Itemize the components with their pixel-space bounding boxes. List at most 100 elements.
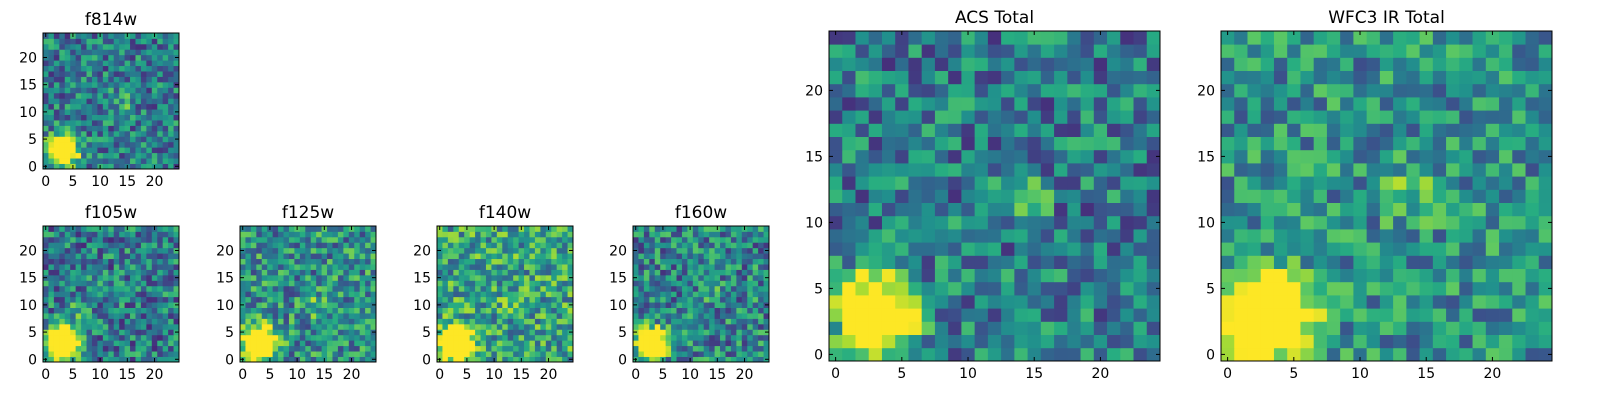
- heatmap-cell: [676, 302, 683, 308]
- heatmap-cell: [283, 280, 290, 287]
- heatmap-cell: [135, 141, 142, 148]
- heatmap-cell: [676, 269, 683, 276]
- heatmap-cell: [327, 302, 333, 308]
- heatmap-cell: [447, 264, 454, 270]
- heatmap-cell: [113, 60, 120, 67]
- heatmap-cell: [108, 313, 115, 319]
- heatmap-cell: [43, 313, 49, 319]
- heatmap-cell: [752, 269, 759, 276]
- heatmap-cell: [453, 291, 460, 298]
- heatmap-cell: [1221, 57, 1235, 71]
- heatmap-cell: [1120, 268, 1134, 283]
- heatmap-cell: [256, 291, 263, 298]
- heatmap-cell: [665, 264, 672, 270]
- heatmap-cell: [59, 329, 66, 336]
- heatmap-cell: [1326, 110, 1341, 124]
- heatmap-cell: [703, 291, 710, 298]
- heatmap-cell: [758, 302, 764, 308]
- heatmap-cell: [736, 242, 743, 249]
- heatmap-cell: [496, 329, 503, 336]
- heatmap-cell: [348, 231, 355, 238]
- heatmap-cell: [676, 264, 683, 270]
- heatmap-cell: [327, 318, 333, 325]
- heatmap-cell: [1379, 83, 1394, 98]
- heatmap-cell: [1273, 281, 1288, 296]
- heatmap-cell: [447, 345, 454, 352]
- heatmap-cell: [81, 307, 87, 314]
- heatmap-cell: [1027, 202, 1042, 217]
- heatmap-cell: [469, 351, 476, 357]
- heatmap-cell: [1326, 229, 1341, 243]
- heatmap-cell: [348, 296, 355, 303]
- heatmap-cell: [299, 236, 306, 243]
- heatmap-cell: [151, 114, 158, 121]
- heatmap-cell: [140, 109, 147, 115]
- heatmap-cell: [102, 125, 109, 132]
- heatmap-cell: [551, 329, 558, 336]
- heatmap-cell: [64, 158, 71, 164]
- x-tick-label: 20: [343, 367, 361, 383]
- heatmap-cell: [974, 215, 989, 230]
- heatmap-cell: [337, 274, 344, 281]
- heatmap-cell: [1353, 255, 1368, 269]
- heatmap-cell: [1234, 215, 1248, 230]
- heatmap-cell: [1040, 163, 1055, 177]
- heatmap-cell: [1446, 255, 1460, 269]
- heatmap-cell: [1146, 83, 1161, 98]
- heatmap-cell: [48, 130, 55, 137]
- heatmap-cell: [676, 296, 683, 303]
- heatmap-cell: [720, 226, 726, 232]
- heatmap-cell: [1379, 229, 1394, 243]
- heatmap-cell: [321, 340, 328, 347]
- heatmap-cell: [1419, 31, 1434, 45]
- heatmap-cell: [261, 291, 268, 298]
- heatmap-cell: [108, 302, 115, 308]
- heatmap-cell: [157, 71, 164, 77]
- heatmap-cell: [687, 334, 694, 341]
- heatmap-cell: [1146, 149, 1161, 164]
- heatmap-cell: [1472, 44, 1487, 58]
- heatmap-cell: [354, 285, 361, 292]
- heatmap-cell: [1366, 136, 1381, 151]
- heatmap-cell: [855, 57, 870, 71]
- y-tick-label: 10: [805, 215, 823, 231]
- heatmap-cell: [1221, 308, 1235, 322]
- heatmap-cell: [453, 269, 460, 276]
- heatmap-cell: [151, 65, 158, 72]
- heatmap-cell: [70, 258, 77, 265]
- heatmap-cell: [267, 258, 274, 265]
- heatmap-cell: [934, 229, 949, 243]
- heatmap-cell: [146, 329, 153, 336]
- heatmap-cell: [1393, 347, 1407, 362]
- heatmap-cell: [736, 231, 743, 238]
- heatmap-cell: [540, 280, 547, 287]
- heatmap-cell: [1340, 136, 1354, 151]
- heatmap-cell: [687, 264, 694, 270]
- heatmap-cell: [1027, 189, 1042, 203]
- heatmap-cell: [513, 226, 519, 232]
- heatmap-cell: [102, 318, 109, 325]
- heatmap-cell: [665, 356, 672, 363]
- heatmap-cell: [447, 307, 454, 314]
- heatmap-cell: [453, 313, 460, 319]
- heatmap-cell: [507, 302, 514, 308]
- heatmap-cell: [354, 236, 361, 243]
- heatmap-cell: [868, 215, 883, 230]
- heatmap-cell: [370, 269, 377, 276]
- heatmap-cell: [1133, 215, 1148, 230]
- heatmap-cell: [102, 141, 109, 148]
- heatmap-cell: [43, 253, 49, 260]
- heatmap-cell: [1485, 347, 1500, 362]
- heatmap-cell: [305, 247, 312, 254]
- heatmap-cell: [75, 152, 82, 159]
- heatmap-cell: [660, 334, 667, 341]
- heatmap-cell: [91, 291, 98, 298]
- heatmap-cell: [692, 329, 699, 336]
- heatmap-cell: [491, 242, 498, 249]
- heatmap-cell: [119, 163, 125, 170]
- heatmap-cell: [447, 274, 454, 281]
- heatmap-cell: [469, 329, 476, 336]
- heatmap-cell: [1260, 44, 1275, 58]
- heatmap-cells: [633, 226, 770, 363]
- heatmap-cell: [124, 340, 131, 347]
